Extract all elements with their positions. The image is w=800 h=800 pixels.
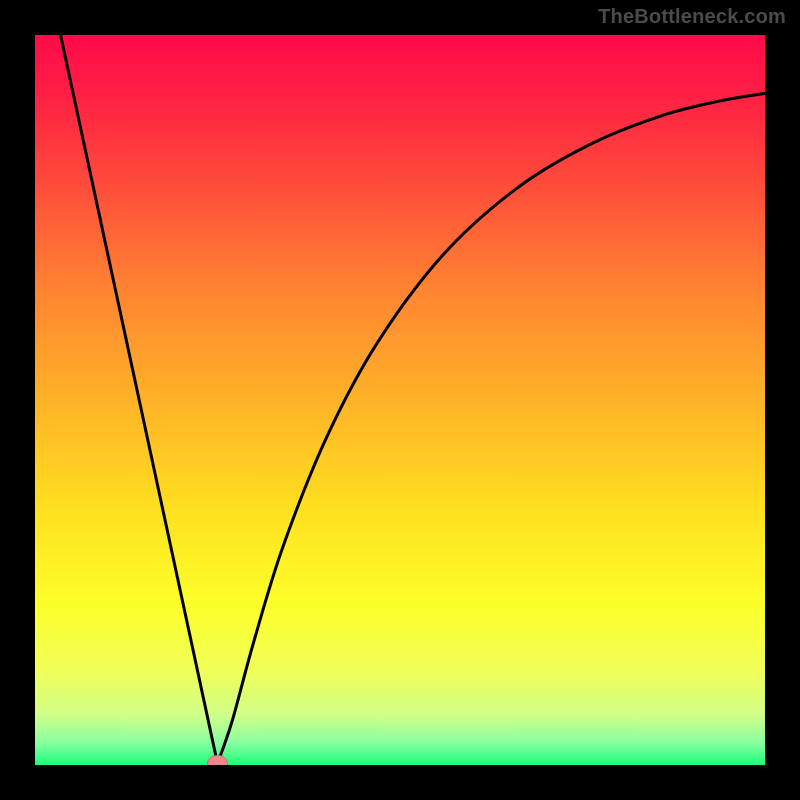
watermark-text: TheBottleneck.com [598, 6, 786, 29]
gradient-background [35, 35, 765, 765]
chart-container: TheBottleneck.com [0, 0, 800, 800]
plot-area [35, 35, 765, 765]
chart-svg [35, 35, 765, 765]
